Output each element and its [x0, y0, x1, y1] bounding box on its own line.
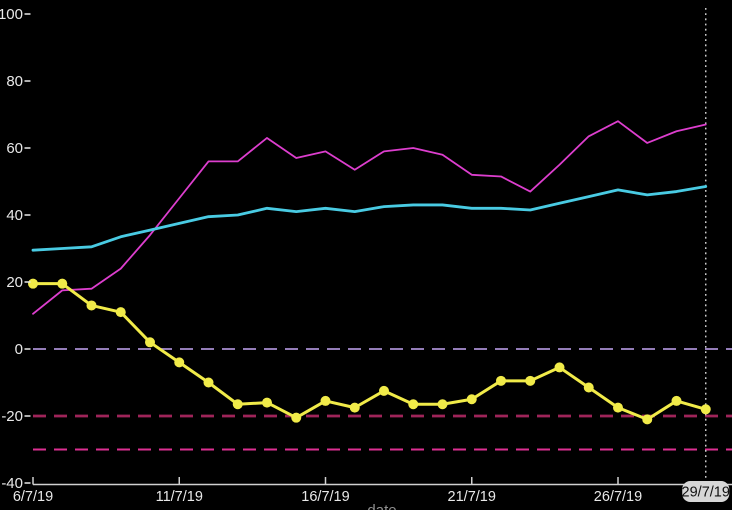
- data-point-marker-yellow: [115, 307, 126, 318]
- x-axis-tick-label: 11/7/19: [156, 489, 203, 505]
- x-axis-title: date: [367, 502, 396, 510]
- data-point-marker-yellow: [496, 375, 506, 386]
- data-point-marker-yellow: [320, 395, 331, 406]
- data-point-marker-yellow: [466, 394, 477, 405]
- data-point-marker-yellow: [525, 375, 536, 386]
- y-axis-tick-label: 0: [15, 341, 23, 358]
- y-axis-tick-label: 80: [6, 73, 23, 90]
- x-axis-tick-label: 21/7/19: [448, 489, 496, 505]
- data-point-marker-yellow: [408, 399, 419, 410]
- x-axis-tick-label: 6/7/19: [13, 489, 53, 505]
- x-axis-tick-label: 16/7/19: [301, 489, 349, 505]
- y-axis-tick-label: 20: [6, 274, 23, 291]
- series-line-cyan: [31, 185, 708, 252]
- data-point-marker-yellow: [203, 377, 214, 388]
- data-point-marker-yellow: [262, 397, 272, 408]
- data-point-marker-yellow: [86, 300, 97, 311]
- data-point-marker-yellow: [232, 399, 243, 410]
- data-point-marker-yellow: [642, 414, 653, 425]
- data-point-marker-yellow: [613, 402, 623, 413]
- data-point-marker-yellow: [57, 278, 68, 289]
- y-axis-tick-label: -40: [1, 475, 23, 492]
- data-point-marker-yellow: [554, 362, 565, 373]
- data-point-marker-yellow: [28, 278, 38, 289]
- series-line-magenta: [32, 120, 707, 315]
- y-axis-tick-label: 60: [6, 140, 23, 157]
- y-axis-tick-label: 100: [0, 6, 23, 23]
- y-axis-tick-label: 40: [6, 207, 23, 224]
- series-line-yellow: [31, 282, 708, 421]
- y-axis-tick-label: -20: [1, 408, 23, 425]
- data-point-marker-yellow: [379, 385, 389, 396]
- data-point-marker-yellow: [145, 337, 155, 348]
- data-point-marker-yellow: [700, 404, 711, 415]
- data-point-marker-yellow: [174, 357, 185, 368]
- cursor-date-label[interactable]: 29/7/19: [682, 485, 730, 501]
- x-axis-tick-label: 26/7/19: [594, 489, 642, 505]
- data-point-marker-yellow: [671, 395, 682, 406]
- data-point-marker-yellow: [583, 382, 594, 393]
- data-point-marker-yellow: [291, 412, 302, 423]
- cursor-date-pill[interactable]: [682, 481, 730, 502]
- data-point-marker-yellow: [437, 399, 448, 410]
- data-point-marker-yellow: [349, 402, 360, 413]
